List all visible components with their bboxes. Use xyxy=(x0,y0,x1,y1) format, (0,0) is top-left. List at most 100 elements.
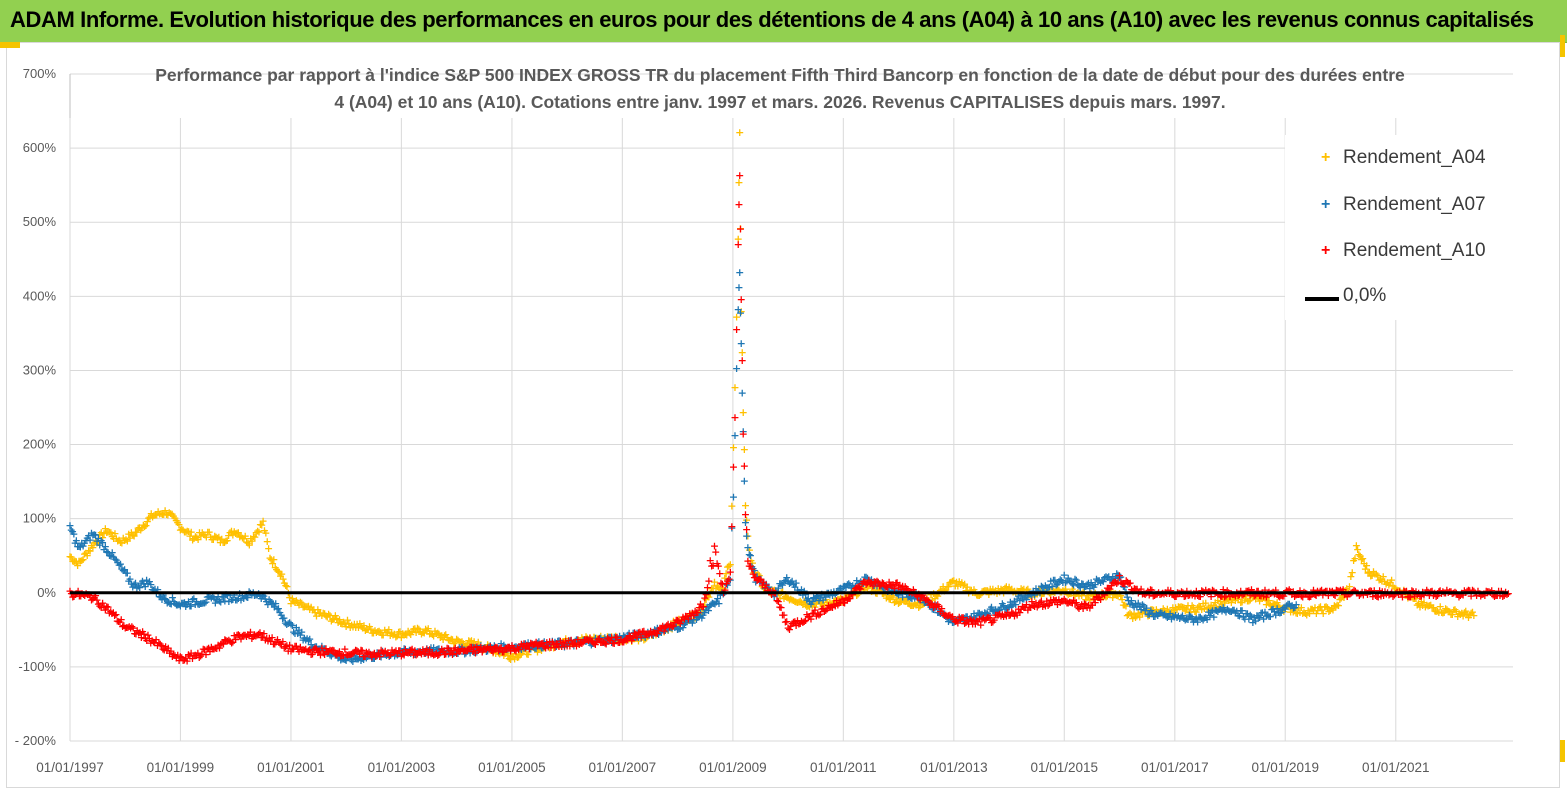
data-point: + xyxy=(112,553,121,566)
data-point: + xyxy=(905,597,914,610)
data-point: + xyxy=(775,577,784,590)
data-point: + xyxy=(1046,575,1055,588)
data-point: + xyxy=(121,566,130,579)
data-point: + xyxy=(909,599,918,612)
data-point: + xyxy=(438,633,447,646)
data-point: + xyxy=(817,597,826,610)
data-point: + xyxy=(145,575,154,588)
data-point: + xyxy=(1333,598,1342,611)
data-point: + xyxy=(177,522,186,535)
data-point: + xyxy=(760,582,769,595)
data-point: + xyxy=(1411,592,1420,605)
data-point: + xyxy=(1236,596,1245,609)
resize-handle-bottom[interactable] xyxy=(1560,740,1565,762)
data-point: + xyxy=(833,593,842,606)
data-point: + xyxy=(373,625,382,638)
data-point: + xyxy=(726,573,735,586)
data-point: + xyxy=(336,654,345,667)
data-point: + xyxy=(596,630,605,643)
data-point: + xyxy=(311,606,320,619)
data-point: + xyxy=(995,603,1004,616)
data-point: + xyxy=(1116,589,1125,602)
data-point: + xyxy=(922,595,931,608)
data-point: + xyxy=(479,641,488,654)
data-point: + xyxy=(152,508,161,521)
data-point: + xyxy=(231,527,240,540)
data-point: + xyxy=(741,516,750,529)
data-point: + xyxy=(1453,610,1462,623)
data-point: + xyxy=(884,581,893,594)
data-point: + xyxy=(882,592,891,605)
data-point: + xyxy=(921,596,930,609)
data-point: + xyxy=(709,597,718,610)
data-point: + xyxy=(135,521,144,534)
data-point: + xyxy=(84,529,93,542)
data-point: + xyxy=(964,615,973,628)
data-point: + xyxy=(109,550,118,563)
data-point: + xyxy=(456,635,465,648)
data-point: + xyxy=(998,597,1007,610)
data-point: + xyxy=(532,642,541,655)
data-point: + xyxy=(1022,593,1031,606)
data-point: + xyxy=(681,616,690,629)
data-point: + xyxy=(1104,588,1113,601)
data-point: + xyxy=(886,579,895,592)
data-point: + xyxy=(928,602,937,615)
data-point: + xyxy=(1068,582,1077,595)
data-point: + xyxy=(541,641,550,654)
data-point: + xyxy=(585,631,594,644)
data-point: + xyxy=(607,630,616,643)
data-point: + xyxy=(1393,583,1402,596)
data-point: + xyxy=(895,596,904,609)
data-point: + xyxy=(1185,606,1194,619)
data-point: + xyxy=(567,637,576,650)
data-point: + xyxy=(909,590,918,603)
data-point: + xyxy=(925,595,934,608)
data-point: + xyxy=(445,634,454,647)
data-point: + xyxy=(278,572,287,585)
data-point: + xyxy=(635,628,644,641)
data-point: + xyxy=(1469,609,1478,622)
data-point: + xyxy=(903,597,912,610)
report-title: ADAM Informe. Evolution historique des p… xyxy=(10,7,1534,33)
data-point: + xyxy=(1377,574,1386,587)
data-point: + xyxy=(615,633,624,646)
data-point: + xyxy=(1209,599,1218,612)
data-point: + xyxy=(655,624,664,637)
resize-handle-left[interactable] xyxy=(0,42,20,48)
data-point: + xyxy=(937,585,946,598)
data-point: + xyxy=(1004,600,1013,613)
data-point: + xyxy=(463,638,472,651)
data-point: + xyxy=(174,598,183,611)
data-point: + xyxy=(1233,592,1242,605)
data-point: + xyxy=(272,563,281,576)
data-point: + xyxy=(676,622,685,635)
data-point: + xyxy=(162,508,171,521)
data-point: + xyxy=(914,601,923,614)
data-point: + xyxy=(1190,605,1199,618)
data-point: + xyxy=(793,584,802,597)
data-point: + xyxy=(185,530,194,543)
data-point: + xyxy=(308,641,317,654)
data-point: + xyxy=(1159,602,1168,615)
data-point: + xyxy=(607,636,616,649)
data-point: + xyxy=(606,631,615,644)
data-point: + xyxy=(340,653,349,666)
x-tick-label: 01/01/2015 xyxy=(1030,760,1098,775)
data-point: + xyxy=(889,590,898,603)
data-point: + xyxy=(965,612,974,625)
data-point: + xyxy=(740,459,749,472)
data-point: + xyxy=(666,620,675,633)
data-point: + xyxy=(285,616,294,629)
data-point: + xyxy=(77,554,86,567)
data-point: + xyxy=(1308,602,1317,615)
data-point: + xyxy=(495,648,504,661)
data-point: + xyxy=(526,642,535,655)
data-point: + xyxy=(608,635,617,648)
data-point: + xyxy=(402,629,411,642)
resize-handle-top[interactable] xyxy=(1560,35,1565,57)
data-point: + xyxy=(467,634,476,647)
data-point: + xyxy=(495,645,504,658)
data-point: + xyxy=(1149,603,1158,616)
data-point: + xyxy=(893,593,902,606)
